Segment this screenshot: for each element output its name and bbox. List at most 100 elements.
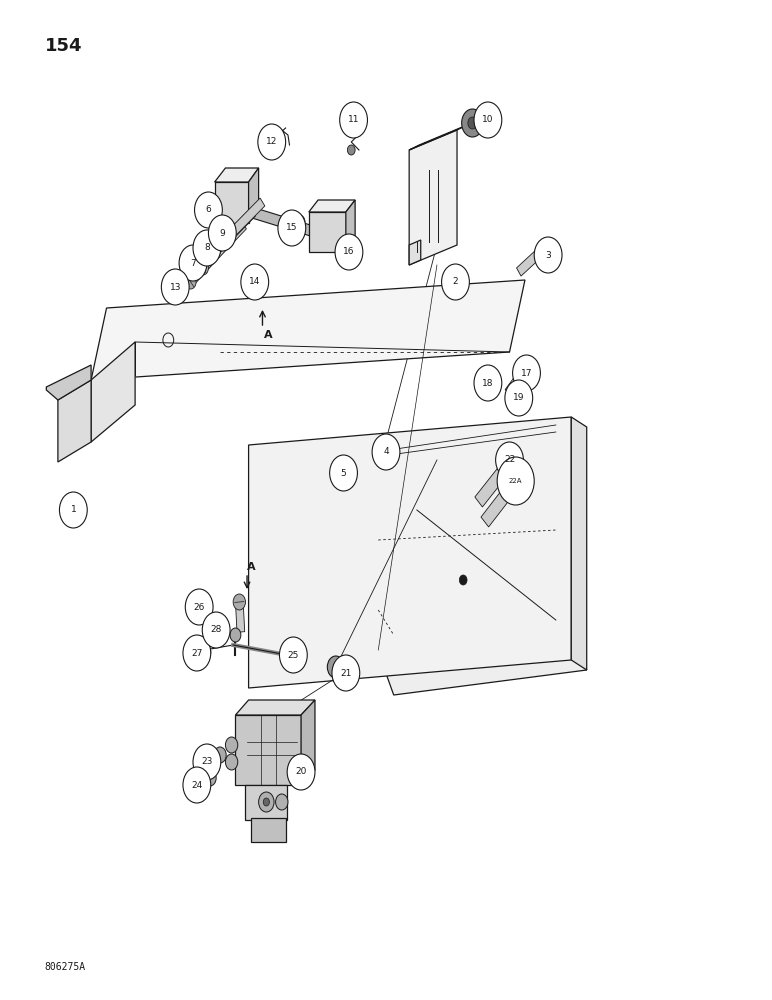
Circle shape [468,117,477,129]
Polygon shape [212,208,256,256]
Polygon shape [235,602,245,632]
Circle shape [330,455,357,491]
Text: 10: 10 [482,115,493,124]
Text: 22: 22 [504,456,515,464]
Circle shape [214,747,226,763]
Text: 19: 19 [513,393,524,402]
Polygon shape [309,200,355,212]
Polygon shape [188,231,235,286]
Circle shape [259,792,274,812]
Text: 8: 8 [204,243,210,252]
Circle shape [511,468,527,488]
Circle shape [513,394,519,402]
Circle shape [241,264,269,300]
Polygon shape [309,212,346,252]
Text: 3: 3 [545,250,551,259]
Circle shape [459,575,467,585]
Text: 7: 7 [190,258,196,267]
Circle shape [340,458,354,476]
Polygon shape [225,198,265,242]
Text: 2: 2 [452,277,459,286]
Circle shape [287,754,315,790]
Text: 26: 26 [194,602,205,611]
Circle shape [225,737,238,753]
Circle shape [344,463,350,471]
Circle shape [258,124,286,160]
Polygon shape [235,715,301,785]
Text: 12: 12 [266,137,277,146]
Circle shape [193,744,221,780]
Text: 16: 16 [344,247,354,256]
Circle shape [185,589,213,625]
Circle shape [518,365,529,379]
Text: 21: 21 [340,668,351,678]
Circle shape [372,434,400,470]
Circle shape [442,264,469,300]
Polygon shape [251,818,286,842]
Circle shape [335,234,363,270]
Text: 13: 13 [170,282,181,292]
Polygon shape [91,280,525,380]
Circle shape [479,372,494,392]
Text: 1: 1 [70,506,76,514]
Circle shape [383,446,389,454]
Polygon shape [46,365,91,400]
Polygon shape [215,168,259,182]
Polygon shape [235,700,315,715]
Circle shape [193,230,221,266]
Circle shape [185,275,196,289]
Text: 22A: 22A [509,478,523,484]
Circle shape [208,215,236,251]
Text: 17: 17 [521,368,532,377]
Text: 154: 154 [45,37,83,55]
Polygon shape [505,369,527,396]
Circle shape [161,269,189,305]
Circle shape [209,245,220,259]
Polygon shape [301,700,315,785]
Circle shape [246,281,257,295]
Text: 14: 14 [249,277,260,286]
Circle shape [179,245,207,281]
Circle shape [59,492,87,528]
Polygon shape [475,453,517,507]
Circle shape [509,389,523,407]
Circle shape [347,145,355,155]
Circle shape [294,215,305,229]
Text: 23: 23 [201,758,212,766]
Circle shape [297,219,302,225]
Polygon shape [409,240,421,265]
Circle shape [278,210,306,246]
Circle shape [183,767,211,803]
Circle shape [276,794,288,810]
Polygon shape [571,417,587,670]
Polygon shape [245,205,310,236]
Circle shape [222,231,232,245]
Circle shape [233,594,245,610]
Circle shape [332,655,360,691]
Polygon shape [378,625,587,695]
Text: 6: 6 [205,206,212,215]
Circle shape [474,365,502,401]
Text: 4: 4 [383,448,389,456]
Text: A: A [263,330,273,340]
Text: 28: 28 [211,626,222,635]
Circle shape [505,380,533,416]
Circle shape [198,261,208,275]
Circle shape [195,192,222,228]
Circle shape [279,637,307,673]
Polygon shape [245,785,287,820]
Polygon shape [91,342,135,442]
Circle shape [534,237,562,273]
Text: 11: 11 [348,115,359,124]
Circle shape [462,109,483,137]
Circle shape [535,245,546,259]
Circle shape [202,612,230,648]
Circle shape [204,770,216,786]
Text: 24: 24 [191,780,202,790]
Text: A: A [247,562,256,572]
Text: 27: 27 [191,648,202,658]
Circle shape [474,102,502,138]
Circle shape [497,457,534,505]
Text: 25: 25 [288,650,299,660]
Circle shape [513,355,540,391]
